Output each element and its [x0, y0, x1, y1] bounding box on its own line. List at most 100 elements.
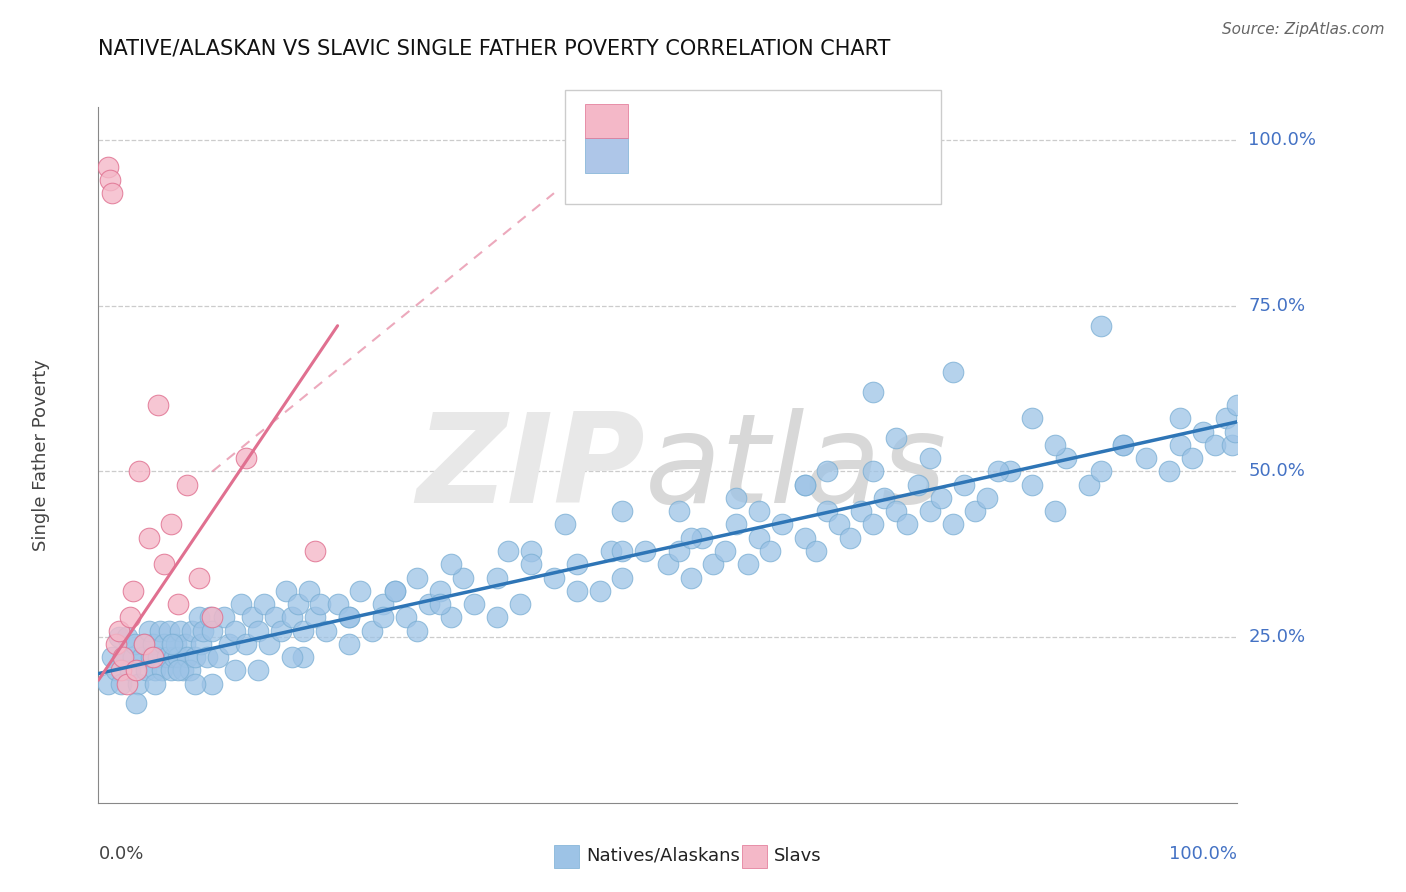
Point	[240, 610, 263, 624]
Point	[281, 650, 304, 665]
Point	[770, 517, 793, 532]
Point	[160, 517, 183, 532]
Point	[115, 630, 138, 644]
Point	[184, 650, 207, 665]
Point	[201, 676, 224, 690]
Point	[748, 504, 770, 518]
Point	[1157, 465, 1180, 479]
Point	[120, 610, 142, 624]
Point	[190, 637, 212, 651]
Point	[965, 504, 987, 518]
Point	[884, 504, 907, 518]
Point	[212, 610, 235, 624]
Point	[793, 531, 815, 545]
Point	[987, 465, 1010, 479]
Point	[193, 624, 215, 638]
Point	[862, 517, 884, 532]
Point	[748, 531, 770, 545]
Point	[145, 676, 167, 690]
Point	[138, 624, 160, 638]
Point	[101, 186, 124, 201]
Point	[112, 650, 135, 665]
Point	[1215, 411, 1237, 425]
Text: Slavs: Slavs	[773, 847, 821, 864]
FancyBboxPatch shape	[742, 845, 766, 868]
Point	[839, 531, 862, 545]
Point	[976, 491, 998, 505]
Point	[384, 583, 406, 598]
Point	[304, 544, 326, 558]
Point	[125, 663, 148, 677]
Point	[918, 451, 941, 466]
Point	[96, 160, 118, 174]
Point	[218, 637, 240, 651]
Point	[135, 663, 157, 677]
Point	[1204, 438, 1226, 452]
Point	[138, 531, 160, 545]
Point	[276, 583, 298, 598]
Point	[246, 624, 269, 638]
Point	[543, 570, 565, 584]
Point	[371, 610, 394, 624]
Point	[157, 624, 180, 638]
Point	[520, 558, 543, 572]
Point	[349, 583, 371, 598]
Point	[1112, 438, 1135, 452]
Point	[1181, 451, 1204, 466]
Point	[384, 583, 406, 598]
Point	[337, 610, 360, 624]
Point	[486, 570, 509, 584]
Point	[360, 624, 382, 638]
Point	[96, 676, 118, 690]
Point	[1170, 411, 1192, 425]
Point	[440, 610, 463, 624]
Point	[679, 570, 702, 584]
Point	[156, 650, 179, 665]
Point	[160, 663, 183, 677]
Point	[737, 558, 759, 572]
Point	[406, 570, 429, 584]
Point	[612, 570, 634, 584]
Point	[714, 544, 737, 558]
Point	[187, 610, 209, 624]
Text: ZIP: ZIP	[416, 409, 645, 529]
Point	[235, 451, 257, 466]
Point	[429, 597, 451, 611]
Point	[207, 650, 229, 665]
Point	[371, 597, 394, 611]
Point	[418, 597, 440, 611]
Point	[198, 610, 221, 624]
Point	[1054, 451, 1078, 466]
Text: R = 0.478: R = 0.478	[641, 146, 740, 165]
Point	[195, 650, 218, 665]
Point	[252, 597, 274, 611]
Point	[146, 650, 169, 665]
Point	[862, 465, 884, 479]
Point	[1043, 504, 1066, 518]
Point	[101, 650, 124, 665]
Point	[304, 610, 326, 624]
Point	[104, 637, 127, 651]
Point	[873, 491, 896, 505]
FancyBboxPatch shape	[554, 845, 579, 868]
Point	[110, 676, 132, 690]
Point	[120, 663, 142, 677]
Point	[815, 465, 838, 479]
Point	[292, 624, 315, 638]
Point	[315, 624, 337, 638]
Point	[142, 650, 165, 665]
Point	[246, 663, 269, 677]
Point	[146, 398, 169, 412]
Point	[1220, 438, 1243, 452]
Point	[167, 650, 190, 665]
Text: 100.0%: 100.0%	[1170, 845, 1237, 863]
Point	[690, 531, 713, 545]
Point	[498, 544, 520, 558]
Point	[828, 517, 851, 532]
Point	[862, 384, 884, 399]
Point	[127, 676, 149, 690]
Point	[184, 676, 207, 690]
Point	[1021, 477, 1043, 491]
Point	[287, 597, 309, 611]
Point	[110, 663, 132, 677]
